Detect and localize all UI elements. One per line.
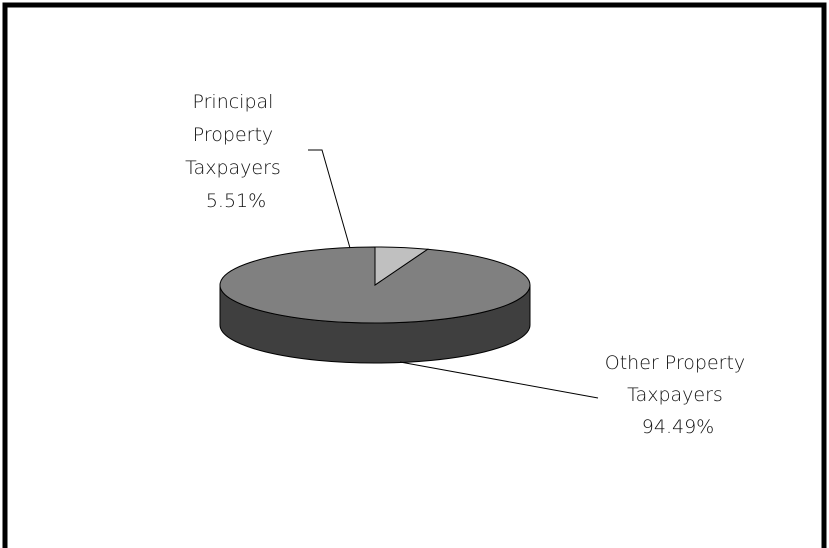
slice-label-principal-line-2: Property	[193, 124, 273, 146]
slice-label-other: Other Property Taxpayers 94.49%	[605, 352, 751, 438]
slice-label-other-line-2: Taxpayers	[627, 384, 723, 406]
slice-label-principal-line-1: Principal	[192, 91, 273, 113]
slice-label-principal: Principal Property Taxpayers 5.51%	[185, 91, 287, 212]
slice-label-other-line-1: Other Property	[605, 352, 745, 374]
pie-slice-principal-property-taxpayers	[374, 246, 430, 286]
leader-line-principal	[308, 149, 351, 249]
slice-label-principal-line-3: Taxpayers	[185, 157, 281, 179]
slice-label-other-value: 94.49%	[642, 416, 714, 438]
slice-label-principal-value: 5.51%	[206, 190, 266, 212]
leader-line-other	[399, 361, 599, 399]
